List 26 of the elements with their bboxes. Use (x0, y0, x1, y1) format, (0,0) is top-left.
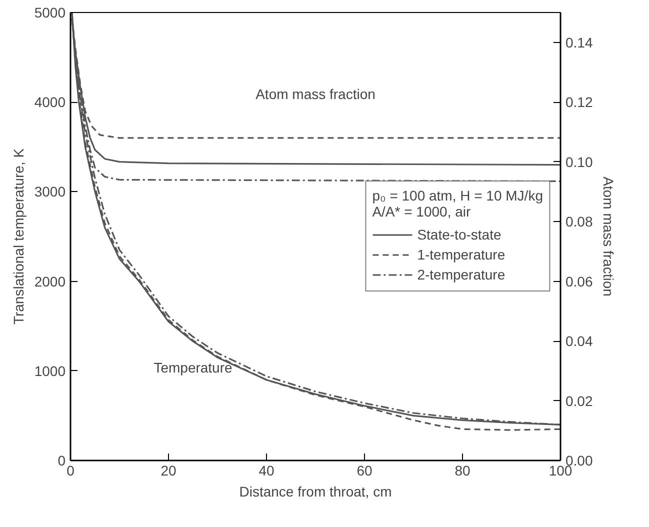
y2-tick-label: 0.02 (566, 392, 593, 409)
x-tick-label: 20 (160, 462, 176, 478)
legend-label: 1-temperature (417, 246, 506, 262)
y-tick-label: 2000 (34, 273, 66, 290)
annotation: Atom mass fraction (256, 86, 376, 102)
y2-axis-title: Atom mass fraction (600, 176, 617, 296)
x-tick-label: 40 (258, 462, 274, 478)
y2-tick-label: 0.06 (566, 273, 593, 290)
y-tick-label: 4000 (34, 94, 66, 110)
y-tick-label: 3000 (34, 184, 66, 200)
y2-tick-label: 0.04 (566, 333, 593, 350)
y2-tick-label: 0.10 (566, 154, 593, 170)
legend-title: p₀ = 100 atm, H = 10 MJ/kg A/A* = 1000, air (372, 188, 543, 220)
annotation: Temperature (154, 359, 233, 376)
x-axis-title: Distance from throat, cm (239, 484, 392, 500)
x-tick-label: 80 (454, 462, 470, 478)
y-tick-label: 1000 (34, 362, 66, 379)
y-axis-title: Translational temperature, K (10, 148, 26, 325)
y2-tick-label: 0.12 (566, 94, 593, 110)
y-tick-label: 0 (58, 452, 66, 468)
legend-label: State-to-state (417, 226, 502, 242)
x-tick-label: 60 (356, 462, 372, 478)
legend-label: 2-temperature (417, 266, 506, 282)
y2-tick-label: 0.14 (566, 34, 593, 50)
y-tick-label: 5000 (34, 4, 66, 20)
y2-tick-label: 0.08 (566, 214, 593, 230)
